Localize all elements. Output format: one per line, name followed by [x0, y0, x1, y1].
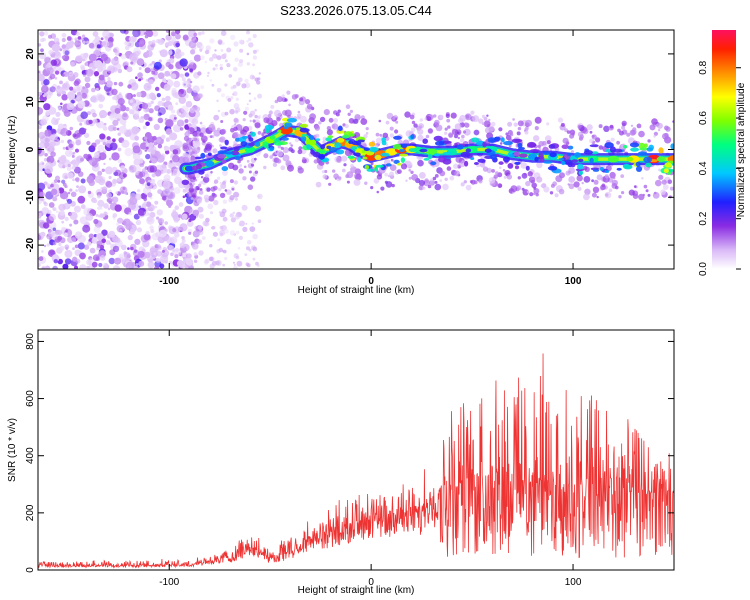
- snr-series-line: [38, 353, 674, 569]
- spectrogram-marks: [38, 30, 674, 269]
- snr-marks: [38, 353, 674, 569]
- colorbar-tick-label: 0.4: [698, 161, 709, 175]
- x-tick-label: -100: [159, 276, 179, 287]
- y-tick-label: 20: [25, 48, 36, 60]
- snr-y-label: SNR (10 * v/v): [7, 418, 18, 482]
- colorbar-tick-label: 0.6: [698, 111, 709, 125]
- y-tick-label: -10: [25, 190, 36, 205]
- ridge-point: [204, 160, 215, 167]
- ridge-point: [184, 165, 194, 172]
- x-tick-label: 100: [565, 577, 582, 588]
- colorbar-ticks: 0.0 0.2 0.4 0.6 0.8: [698, 60, 741, 276]
- ridge-point: [426, 148, 438, 156]
- y-tick-label: -20: [25, 237, 36, 252]
- y-tick-label: 200: [25, 504, 36, 521]
- y-tick-label: 0: [25, 146, 36, 152]
- colorbar-tick-label: 0.0: [698, 262, 709, 276]
- y-tick-label: 400: [25, 447, 36, 464]
- ridge-point: [279, 126, 293, 135]
- spectrogram-y-label: Frequency (Hz): [7, 116, 18, 185]
- colorbar-tick-label: 0.8: [698, 60, 709, 74]
- x-tick-label: 0: [368, 577, 374, 588]
- colorbar-tick-label: 0.2: [698, 211, 709, 225]
- snr-x-label: Height of straight line (km): [298, 585, 415, 596]
- y-tick-label: 0: [25, 567, 36, 573]
- x-tick-label: 0: [368, 276, 374, 287]
- x-tick-label: 100: [565, 276, 582, 287]
- chart-title: S233.2026.075.13.05.C44: [280, 3, 432, 18]
- spectrogram-x-label: Height of straight line (km): [298, 285, 415, 296]
- x-tick-label: -100: [159, 577, 179, 588]
- snr-frame: [37, 329, 675, 571]
- ridge-point: [607, 155, 619, 163]
- snr-axes: -100 0 100 0 200 400 600 800: [25, 330, 674, 588]
- y-tick-label: 800: [25, 333, 36, 350]
- colorbar-label: Normalized spectral amplitude: [736, 82, 747, 217]
- y-tick-label: 600: [25, 390, 36, 407]
- y-tick-label: 10: [25, 96, 36, 108]
- ridge-series: [179, 117, 674, 185]
- colorbar-gradient: [712, 30, 736, 269]
- ridge-point: [305, 138, 317, 146]
- colorbar: 0.0 0.2 0.4 0.6 0.8 Normalized spectral ampl…: [698, 30, 747, 276]
- snr-panel: -100 0 100 0 200 400 600 800 Height of straight…: [7, 329, 675, 596]
